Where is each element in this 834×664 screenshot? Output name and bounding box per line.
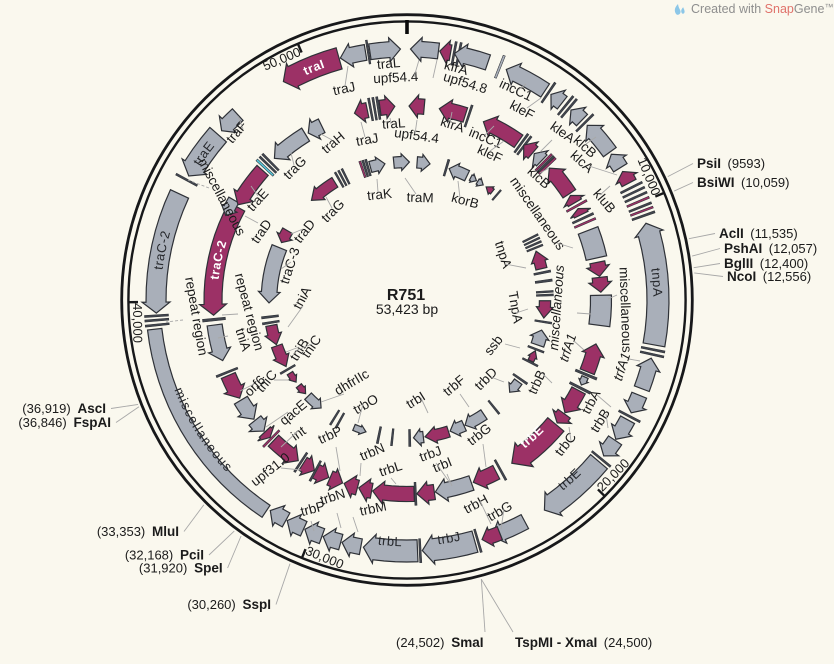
- svg-text:(36,919) AscI: (36,919) AscI: [22, 401, 106, 416]
- svg-text:TspMI - XmaI (24,500): TspMI - XmaI (24,500): [515, 635, 652, 650]
- svg-text:tnpA: tnpA: [648, 267, 665, 297]
- svg-text:PshAI (12,057): PshAI (12,057): [724, 241, 817, 256]
- svg-text:(30,260) SspI: (30,260) SspI: [187, 597, 271, 612]
- svg-text:40,000: 40,000: [130, 303, 145, 343]
- svg-text:(33,353) MluI: (33,353) MluI: [97, 524, 179, 539]
- svg-text:traM: traM: [406, 190, 434, 206]
- svg-text:53,423 bp: 53,423 bp: [376, 301, 438, 317]
- svg-text:BsiWI (10,059): BsiWI (10,059): [697, 175, 789, 190]
- svg-text:traK: traK: [366, 186, 392, 204]
- svg-text:trbL: trbL: [377, 533, 402, 550]
- svg-text:AclI (11,535): AclI (11,535): [719, 226, 798, 241]
- svg-text:(36,846) FspAI: (36,846) FspAI: [18, 415, 111, 430]
- svg-text:PsiI (9593): PsiI (9593): [697, 156, 765, 171]
- svg-text:miscellaneous: miscellaneous: [617, 267, 635, 353]
- svg-text:NcoI (12,556): NcoI (12,556): [727, 269, 811, 284]
- svg-text:Created with SnapGene™: Created with SnapGene™: [691, 2, 833, 16]
- svg-text:(24,502) SmaI: (24,502) SmaI: [396, 635, 483, 650]
- svg-text:upf54.4: upf54.4: [373, 69, 419, 86]
- svg-text:(31,920) SpeI: (31,920) SpeI: [139, 561, 223, 576]
